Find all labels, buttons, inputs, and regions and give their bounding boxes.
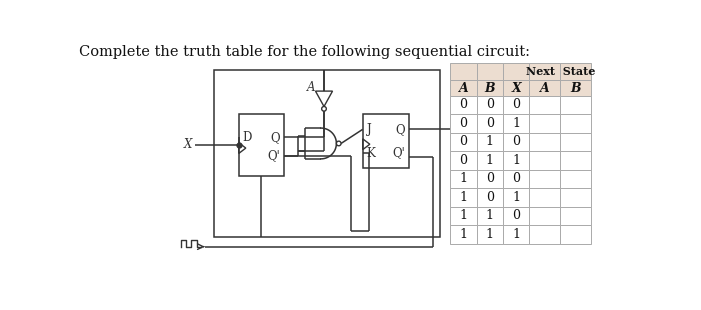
Text: 0: 0	[486, 172, 494, 185]
Bar	[503, 170, 529, 188]
Bar	[529, 188, 560, 206]
Bar	[560, 188, 592, 206]
Bar	[477, 188, 503, 206]
Text: A: A	[540, 82, 550, 95]
Text: Complete the truth table for the following sequential circuit:: Complete the truth table for the followi…	[79, 45, 530, 59]
Bar	[529, 225, 560, 244]
Bar	[503, 188, 529, 206]
Bar	[529, 80, 560, 96]
Text: Q: Q	[270, 131, 280, 144]
Bar	[560, 133, 592, 151]
Text: 0: 0	[459, 99, 468, 112]
Bar	[503, 206, 529, 225]
Bar	[529, 96, 560, 114]
Text: 1: 1	[486, 209, 494, 222]
Bar	[560, 151, 592, 170]
Text: 0: 0	[459, 154, 468, 167]
Text: 1: 1	[486, 154, 494, 167]
Text: 0: 0	[512, 172, 520, 185]
Text: 1: 1	[459, 172, 468, 185]
Bar	[450, 80, 477, 96]
Bar	[477, 80, 503, 96]
Bar	[214, 69, 440, 237]
Bar	[560, 225, 592, 244]
Bar	[560, 80, 592, 96]
Text: 0: 0	[486, 117, 494, 130]
Text: Q': Q'	[267, 149, 280, 162]
Bar	[239, 114, 284, 176]
Bar	[560, 96, 592, 114]
Bar	[503, 133, 529, 151]
Bar	[477, 96, 503, 114]
Bar	[560, 63, 592, 80]
Bar	[450, 151, 477, 170]
Text: 1: 1	[486, 135, 494, 148]
Circle shape	[336, 141, 341, 146]
Bar	[560, 170, 592, 188]
Text: B: B	[571, 82, 581, 95]
Text: 1: 1	[459, 228, 468, 241]
Text: 0: 0	[512, 99, 520, 112]
Text: Q: Q	[396, 123, 405, 136]
Bar	[503, 80, 529, 96]
Bar	[362, 114, 409, 168]
Bar	[529, 151, 560, 170]
Bar	[477, 63, 503, 80]
Text: 0: 0	[459, 135, 468, 148]
Bar	[450, 96, 477, 114]
Text: 1: 1	[512, 154, 520, 167]
Text: D: D	[243, 131, 252, 144]
Bar	[560, 206, 592, 225]
Bar	[529, 63, 560, 80]
Text: 1: 1	[459, 191, 468, 204]
Bar	[477, 225, 503, 244]
Text: A: A	[458, 82, 468, 95]
Bar	[529, 170, 560, 188]
Text: 1: 1	[459, 209, 468, 222]
Bar	[503, 63, 529, 80]
Bar	[477, 114, 503, 133]
Text: 0: 0	[486, 191, 494, 204]
Text: 1: 1	[512, 191, 520, 204]
Bar	[503, 225, 529, 244]
Bar	[477, 133, 503, 151]
Text: 1: 1	[512, 228, 520, 241]
Text: 0: 0	[459, 117, 468, 130]
Bar	[450, 206, 477, 225]
Text: K: K	[367, 147, 376, 160]
Circle shape	[322, 107, 327, 111]
Bar	[477, 151, 503, 170]
Bar	[450, 170, 477, 188]
Bar	[529, 133, 560, 151]
Text: 0: 0	[512, 209, 520, 222]
Text: B: B	[484, 82, 495, 95]
Bar	[529, 206, 560, 225]
Bar	[450, 225, 477, 244]
Bar	[503, 114, 529, 133]
Bar	[450, 133, 477, 151]
Bar	[477, 170, 503, 188]
Text: 1: 1	[486, 228, 494, 241]
Bar	[450, 63, 477, 80]
Text: Q': Q'	[393, 147, 405, 160]
Text: 0: 0	[512, 135, 520, 148]
Bar	[560, 114, 592, 133]
Text: X: X	[184, 139, 192, 152]
Bar	[450, 114, 477, 133]
Bar	[503, 96, 529, 114]
Text: Next  State: Next State	[526, 66, 595, 78]
Text: B: B	[457, 123, 466, 136]
Text: J: J	[367, 123, 372, 136]
Text: A: A	[307, 81, 316, 94]
Text: 0: 0	[486, 99, 494, 112]
Text: 1: 1	[512, 117, 520, 130]
Bar	[477, 206, 503, 225]
Text: X: X	[511, 82, 521, 95]
Polygon shape	[315, 91, 332, 107]
Bar	[450, 188, 477, 206]
Bar	[503, 151, 529, 170]
Bar	[529, 114, 560, 133]
